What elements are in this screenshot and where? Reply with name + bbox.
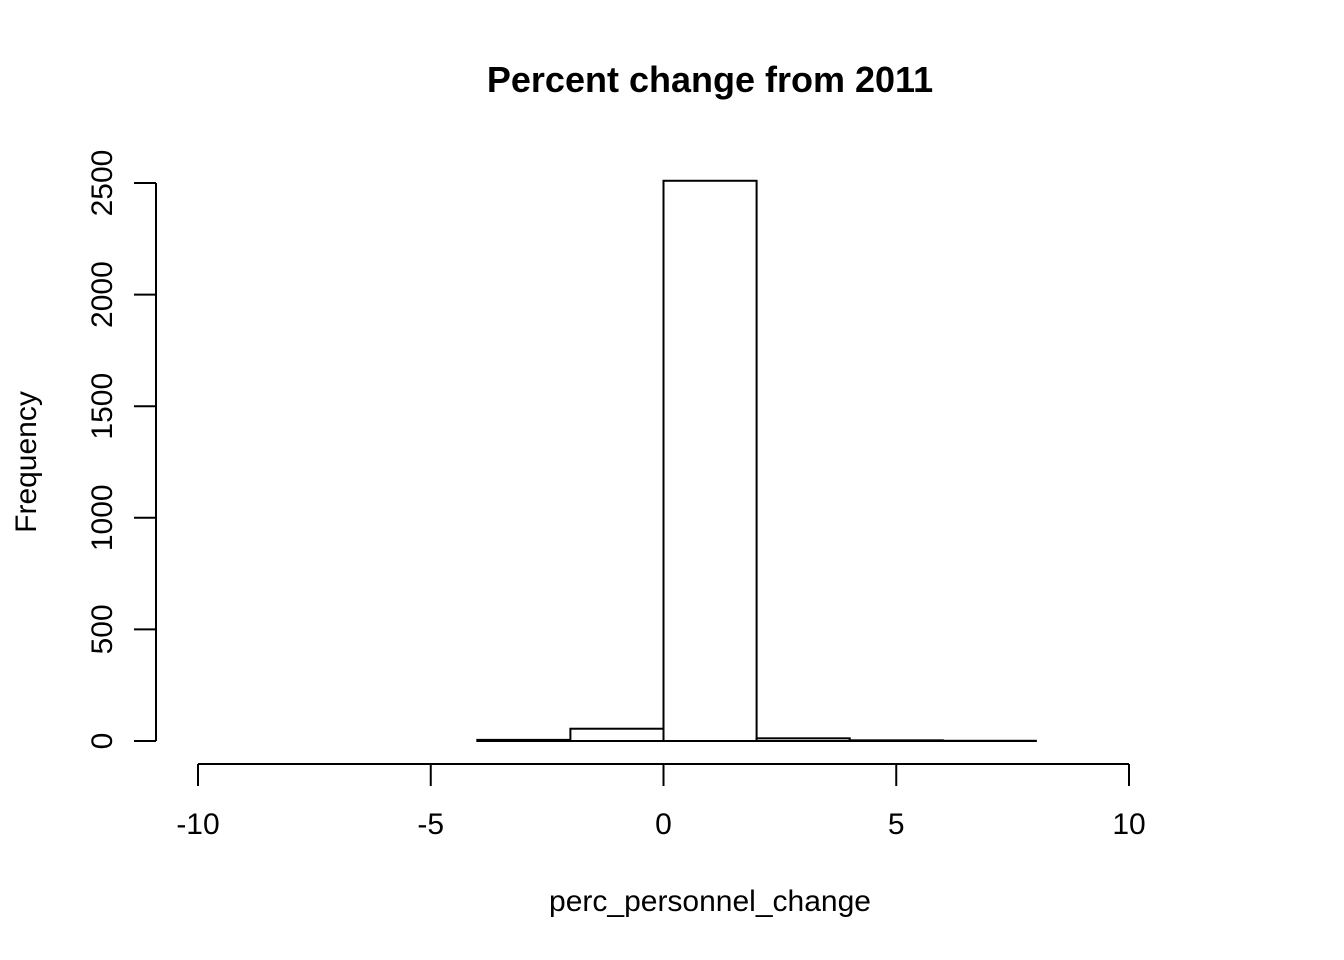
y-tick-label: 500 [86, 604, 119, 654]
y-axis: 0 500 1000 1500 2000 2500 [86, 150, 157, 750]
x-axis-label: perc_personnel_change [549, 885, 871, 918]
x-tick-label: 0 [655, 808, 672, 841]
y-tick-label: 1500 [86, 373, 119, 440]
chart-title: Percent change from 2011 [487, 59, 933, 100]
y-axis-label: Frequency [10, 391, 43, 533]
x-axis: -10 -5 0 5 10 [176, 763, 1146, 841]
y-tick-label: 0 [86, 733, 119, 750]
histogram-bar [569, 727, 665, 742]
y-tick-label: 2500 [86, 150, 119, 217]
x-tick-label: 5 [888, 808, 905, 841]
y-tick-label: 2000 [86, 261, 119, 328]
histogram-bar [755, 737, 851, 743]
histogram-bar [476, 738, 572, 743]
y-tick-label: 1000 [86, 484, 119, 551]
histogram-bars [476, 179, 1037, 743]
x-tick-label: -10 [176, 808, 219, 841]
histogram-bar [662, 179, 758, 742]
histogram-bar [848, 739, 944, 743]
x-tick-label: -5 [417, 808, 444, 841]
x-tick-label: 10 [1112, 808, 1145, 841]
